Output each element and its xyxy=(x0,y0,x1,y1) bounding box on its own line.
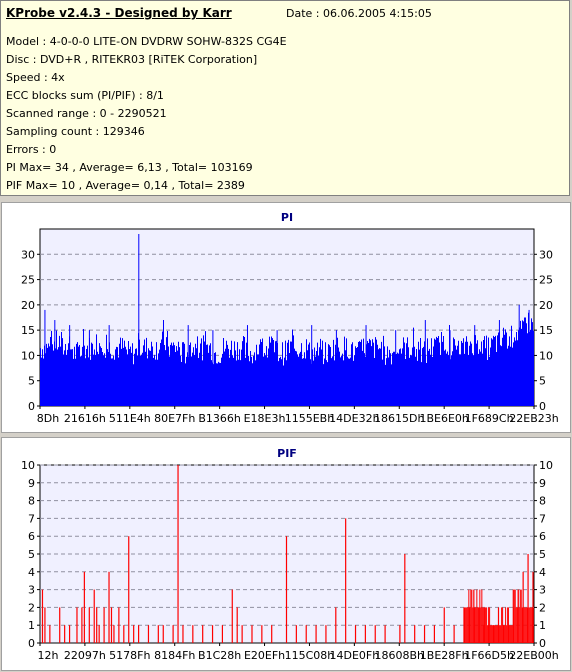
x-tick-label: 21616h xyxy=(64,412,106,425)
chart-title: PIF xyxy=(277,447,297,460)
y-tick-label-left: 10 xyxy=(21,349,35,362)
x-tick-label: 115C08h xyxy=(285,649,335,662)
x-tick-label: 80E7Fh xyxy=(154,412,195,425)
scan-date: Date : 06.06.2005 4:15:05 xyxy=(286,7,432,20)
y-tick-label-left: 4 xyxy=(28,566,35,579)
y-tick-label-right: 20 xyxy=(539,299,553,312)
y-tick-label-left: 8 xyxy=(28,495,35,508)
model-line: Model : 4-0-0-0 LITE-ON DVDRW SOHW-832S … xyxy=(6,35,287,48)
x-tick-label: 1BE28Fh xyxy=(420,649,469,662)
y-tick-label-left: 2 xyxy=(28,601,35,614)
y-tick-label-left: 9 xyxy=(28,477,35,490)
x-tick-label: 14DE0Fh xyxy=(330,649,380,662)
y-tick-label-right: 3 xyxy=(539,584,546,597)
y-tick-label-right: 6 xyxy=(539,530,546,543)
app-title: KProbe v2.4.3 - Designed by Karr xyxy=(6,6,232,20)
sampling-line: Sampling count : 129346 xyxy=(6,125,145,138)
y-tick-label-left: 7 xyxy=(28,512,35,525)
disc-line: Disc : DVD+R , RITEKR03 [RiTEK Corporati… xyxy=(6,53,258,66)
speed-line: Speed : 4x xyxy=(6,71,65,84)
x-tick-label: 1F689Ch xyxy=(465,412,514,425)
y-tick-label-right: 5 xyxy=(539,375,546,388)
y-tick-label-right: 10 xyxy=(539,349,553,362)
x-tick-label: 18608Bh xyxy=(375,649,425,662)
x-tick-label: 1BE6E0h xyxy=(419,412,468,425)
x-tick-label: 14DE32h xyxy=(329,412,379,425)
pi-chart: PI 0 0 5 5 10 10 15 15 20 20 25 25 30 30 8Dh 21616h 511E4… xyxy=(21,211,559,425)
y-tick-label-left: 10 xyxy=(21,459,35,472)
y-tick-label-left: 1 xyxy=(28,619,35,632)
y-tick-label-left: 5 xyxy=(28,375,35,388)
y-tick-label-right: 2 xyxy=(539,601,546,614)
x-tick-label: E18E3h xyxy=(244,412,286,425)
y-tick-label-left: 15 xyxy=(21,324,35,337)
info-panel: KProbe v2.4.3 - Designed by Karr Date : … xyxy=(0,0,570,196)
errors-line: Errors : 0 xyxy=(6,143,57,156)
y-tick-label-left: 20 xyxy=(21,299,35,312)
y-tick-label-right: 25 xyxy=(539,274,553,287)
y-tick-label-right: 4 xyxy=(539,566,546,579)
y-tick-label-right: 10 xyxy=(539,459,553,472)
x-tick-label: 8Dh xyxy=(37,412,59,425)
y-tick-label-left: 6 xyxy=(28,530,35,543)
x-tick-label: 1F66D5h xyxy=(464,649,514,662)
y-tick-label-right: 7 xyxy=(539,512,546,525)
y-tick-label-left: 25 xyxy=(21,274,35,287)
x-tick-label: 22097h xyxy=(64,649,106,662)
x-tick-label: 5178Fh xyxy=(109,649,150,662)
pi-bars xyxy=(40,234,534,406)
ecc-line: ECC blocks sum (PI/PIF) : 8/1 xyxy=(6,89,164,102)
y-tick-label-right: 0 xyxy=(539,637,546,650)
x-tick-label: 511E4h xyxy=(109,412,151,425)
x-tick-label: B1366h xyxy=(198,412,241,425)
x-tick-label: B1C28h xyxy=(198,649,241,662)
x-tick-label: 12h xyxy=(38,649,59,662)
y-tick-label-left: 5 xyxy=(28,548,35,561)
x-tick-label: 1155EBh xyxy=(285,412,334,425)
y-tick-label-left: 3 xyxy=(28,584,35,597)
y-tick-label-right: 8 xyxy=(539,495,546,508)
pif-chart: PIF 0 0 1 1 2 2 3 3 4 4 5 5 6 6 7 7 8 8 9 9 10 10 12h 22097h 5178… xyxy=(21,447,559,662)
y-tick-label-left: 0 xyxy=(28,400,35,413)
pif-summary-line: PIF Max= 10 , Average= 0,14 , Total= 238… xyxy=(6,179,245,192)
y-tick-label-right: 1 xyxy=(539,619,546,632)
x-tick-label: 8184Fh xyxy=(154,649,195,662)
range-line: Scanned range : 0 - 2290521 xyxy=(6,107,167,120)
y-tick-label-left: 30 xyxy=(21,248,35,261)
pi-chart-panel: PI 0 0 5 5 10 10 15 15 20 20 25 25 30 30 8Dh 21616h 511E4… xyxy=(1,202,571,433)
x-tick-label: E20EFh xyxy=(244,649,285,662)
y-tick-label-right: 30 xyxy=(539,248,553,261)
y-tick-label-right: 0 xyxy=(539,400,546,413)
y-tick-label-left: 0 xyxy=(28,637,35,650)
y-tick-label-right: 9 xyxy=(539,477,546,490)
x-tick-label: 22EB23h xyxy=(509,412,558,425)
pif-bars xyxy=(41,465,534,643)
pi-summary-line: PI Max= 34 , Average= 6,13 , Total= 1031… xyxy=(6,161,253,174)
y-tick-label-right: 5 xyxy=(539,548,546,561)
y-tick-label-right: 15 xyxy=(539,324,553,337)
x-tick-label: 18615Dh xyxy=(374,412,424,425)
pif-chart-panel: PIF 0 0 1 1 2 2 3 3 4 4 5 5 6 6 7 7 8 8 9 9 10 10 12h 22097h 5178… xyxy=(1,437,571,671)
chart-title: PI xyxy=(281,211,293,224)
x-tick-label: 22EB00h xyxy=(509,649,558,662)
